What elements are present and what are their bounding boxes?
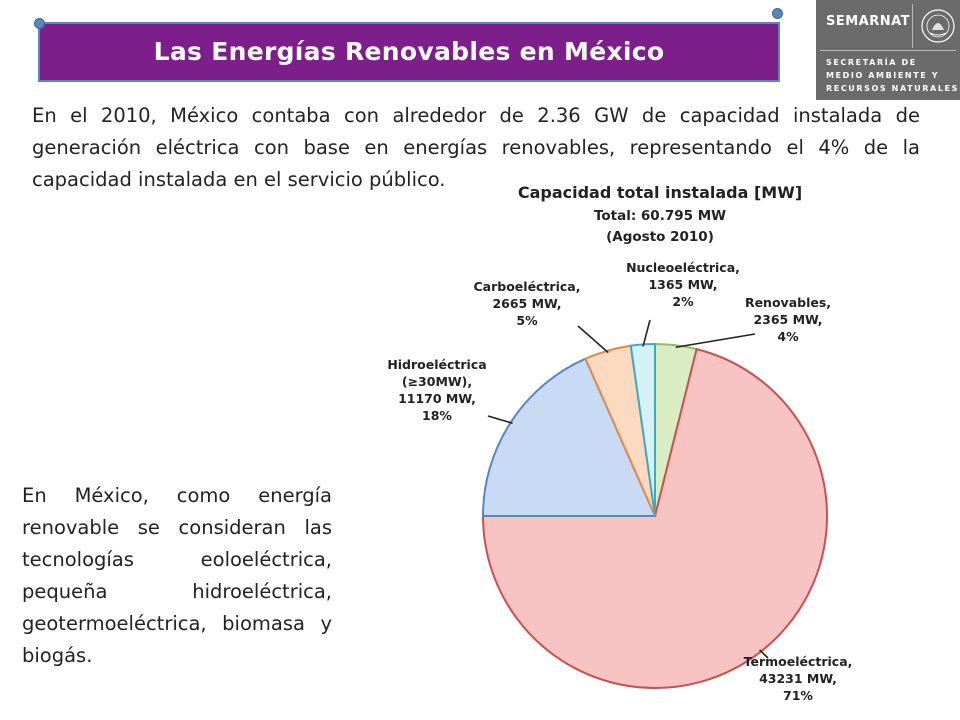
slice-label: 5%: [516, 313, 538, 328]
leader-line: [577, 325, 609, 354]
slice-label: 11170 MW,: [398, 391, 476, 406]
logo-name: SEMARNAT: [826, 14, 911, 29]
slice-label: 71%: [783, 688, 813, 703]
slice-label: 2665 MW,: [492, 296, 561, 311]
slice-label: Hidroeléctrica: [387, 357, 486, 372]
leader-line: [487, 415, 513, 425]
slice-label: (≥30MW),: [402, 374, 472, 389]
intro-line-3: capacidad instalada en el servicio públi…: [32, 168, 446, 191]
slice-label: Renovables,: [745, 295, 831, 310]
leader-line: [759, 649, 769, 659]
chart-subtitle-line: (Agosto 2010): [606, 229, 714, 245]
slice-label: 2%: [672, 294, 694, 309]
slice-label: 18%: [422, 408, 452, 423]
leader-line: [642, 319, 651, 347]
intro-line-1: En el 2010, México contaba con alrededor…: [32, 104, 920, 127]
banner-pin-left: [34, 18, 45, 29]
title-banner-bar: [38, 22, 780, 82]
slice-label: 1365 MW,: [648, 277, 717, 292]
slice-label: Termoeléctrica,: [744, 654, 853, 669]
slice-label: 2365 MW,: [753, 312, 822, 327]
logo-line-3: RECURSOS NATURALES: [826, 84, 959, 93]
intro-paragraph: En el 2010, México contaba con alrededor…: [32, 100, 920, 196]
leader-line: [675, 333, 756, 349]
coat-of-arms-icon: [921, 9, 955, 43]
capacity-pie-chart: Capacidad total instalada [MW] Total: 60.…: [387, 183, 853, 703]
slice-label: 4%: [777, 329, 799, 344]
semarnat-logo: SEMARNAT SECRETARÍA DE MEDIO AMBIENTE Y …: [816, 0, 960, 100]
slice-label: 43231 MW,: [759, 671, 837, 686]
chart-subtitle-line: Total: 60.795 MW: [594, 208, 726, 224]
banner-pin-right: [772, 8, 783, 19]
slice-label: Carboeléctrica,: [474, 279, 581, 294]
logo-line-1: SECRETARÍA DE: [826, 58, 917, 67]
logo-divider: [912, 4, 913, 48]
logo-divider-horizontal: [820, 50, 956, 51]
page-title: Las Energías Renovables en México: [153, 37, 665, 66]
slice-label: Nucleoeléctrica,: [626, 260, 740, 275]
chart-title: Capacidad total instalada [MW]: [518, 183, 802, 202]
title-banner: Las Energías Renovables en México: [34, 8, 783, 84]
intro-line-2: generación eléctrica con base en energía…: [32, 136, 920, 159]
logo-line-2: MEDIO AMBIENTE Y: [826, 71, 940, 80]
definition-paragraph: En México, como energía renovable se con…: [22, 484, 332, 667]
